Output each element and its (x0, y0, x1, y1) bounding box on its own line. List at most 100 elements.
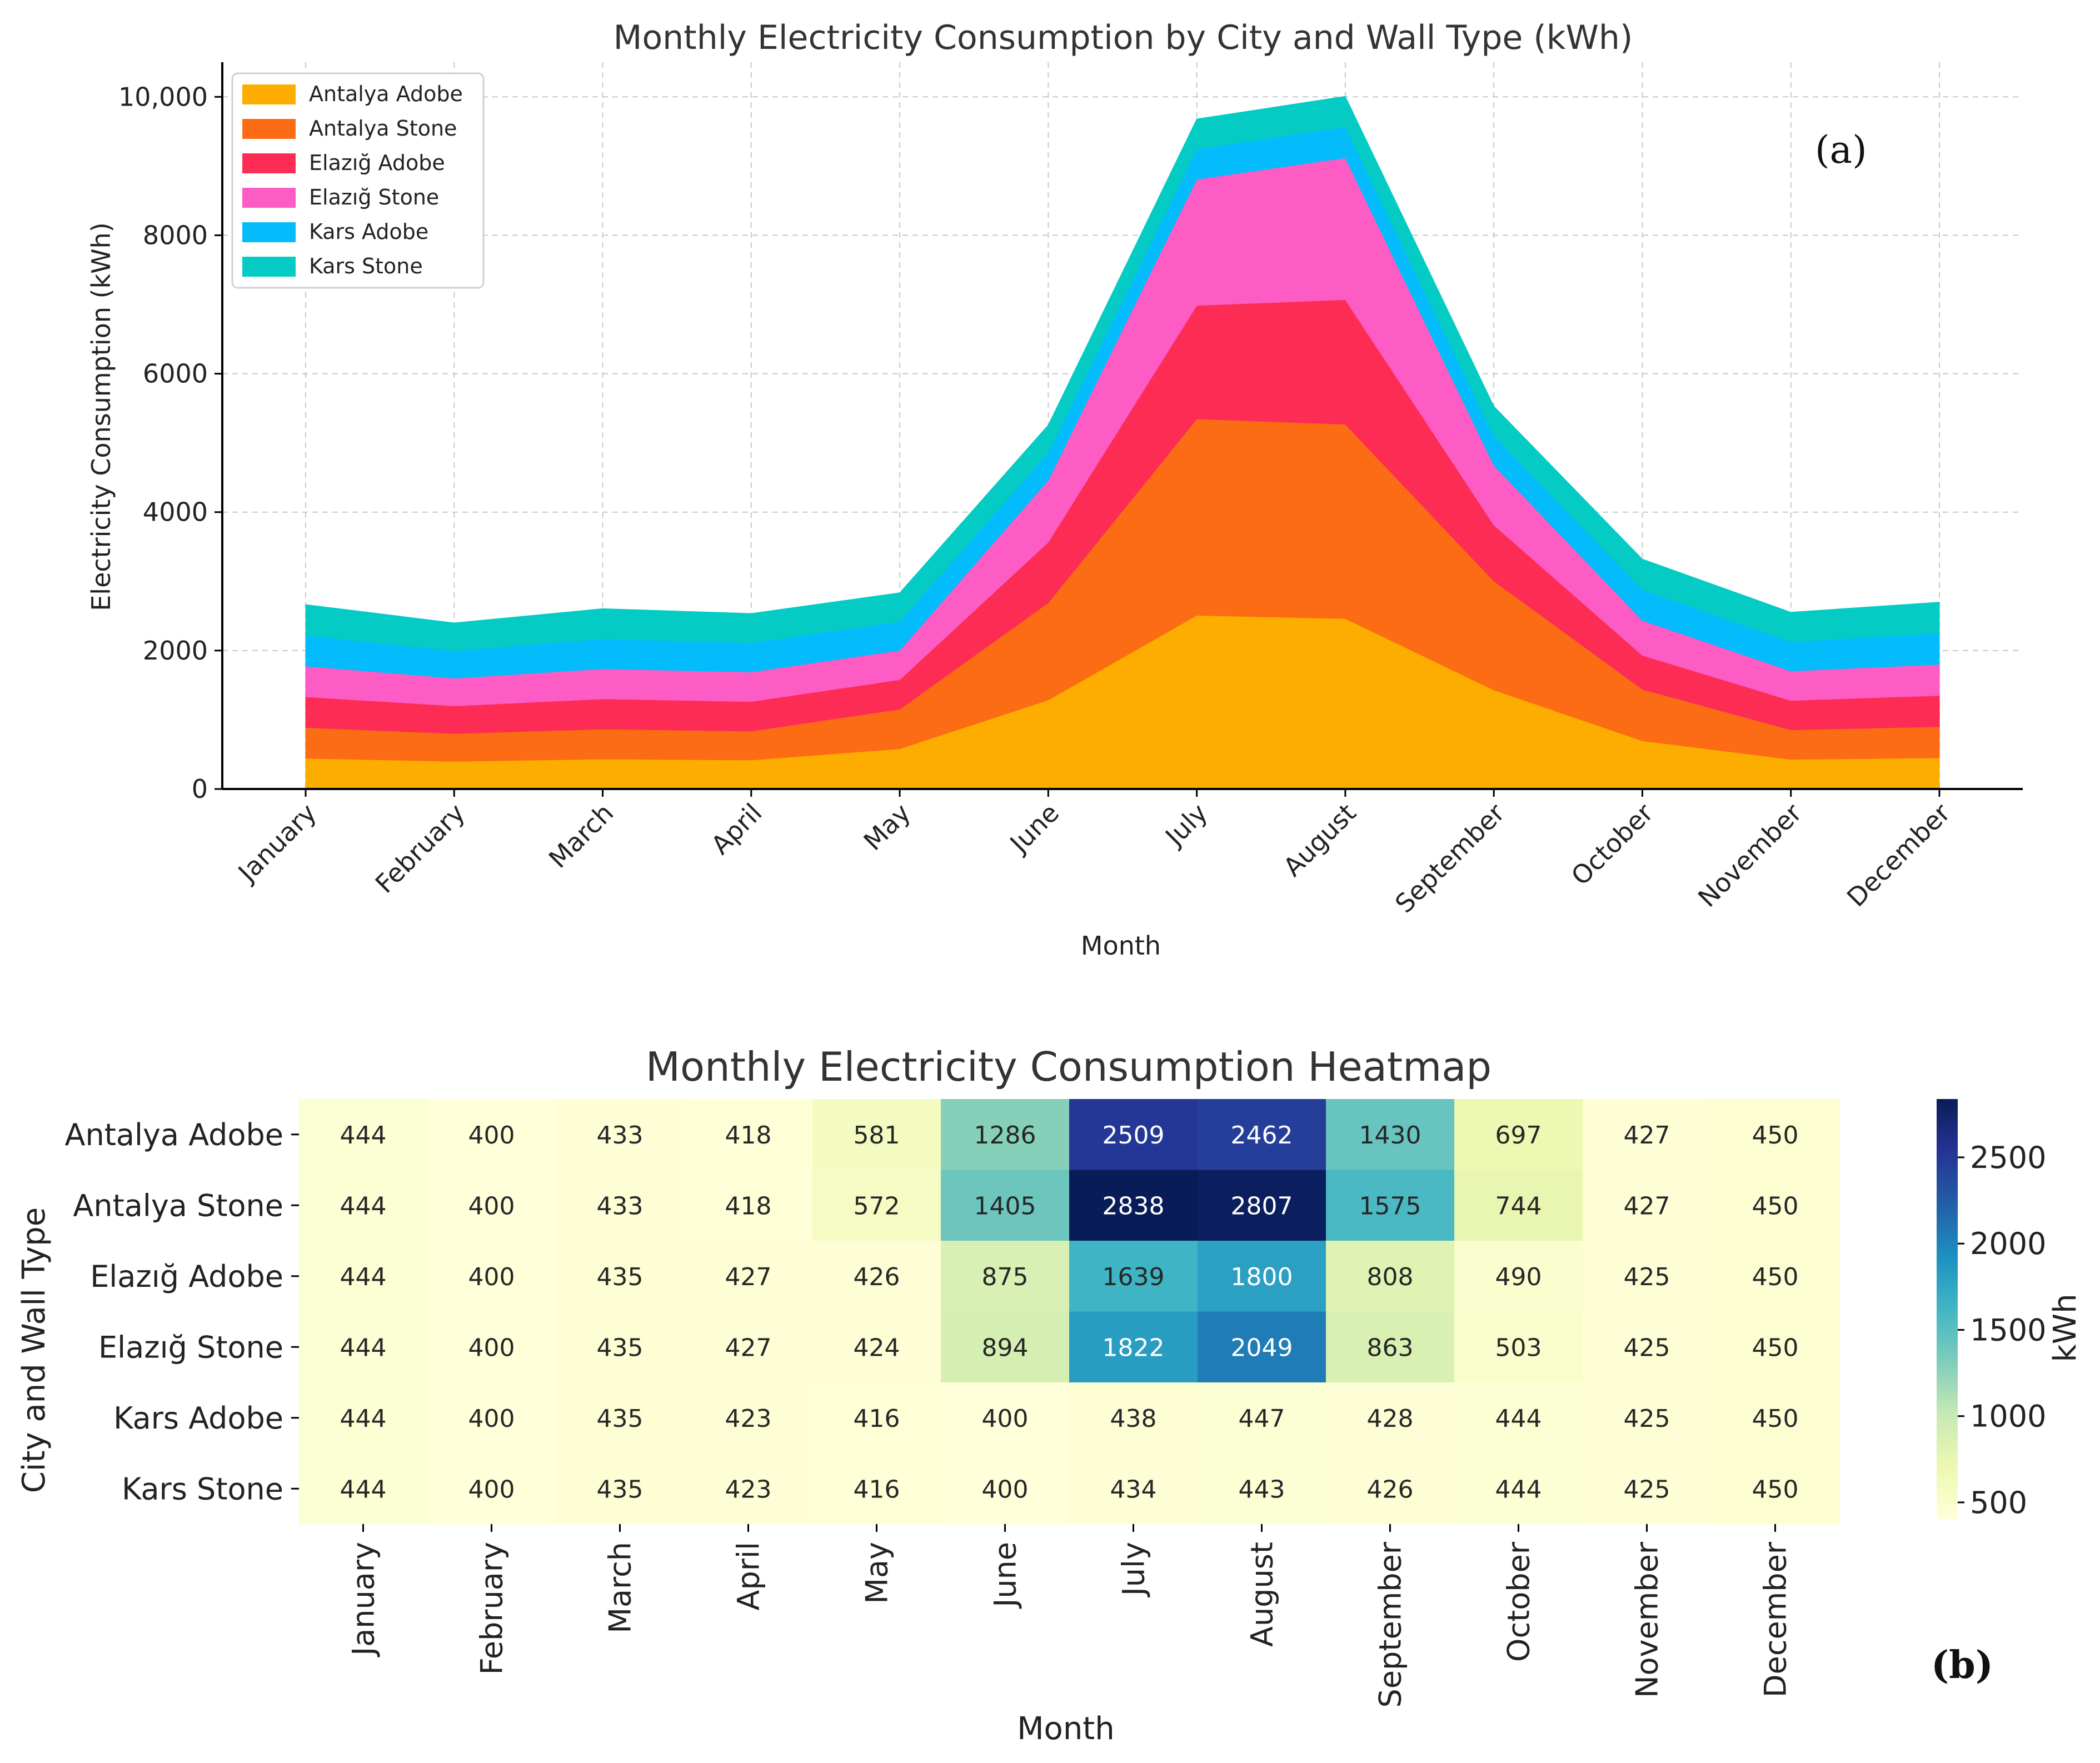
legend-swatch (242, 153, 296, 173)
legend-label: Kars Stone (309, 254, 423, 278)
x-tick-label: January (231, 798, 322, 889)
colorbar-gradient (1937, 1099, 1958, 1520)
heatmap-panel: Monthly Electricity Consumption Heatmap … (16, 1043, 2083, 1747)
heatmap-cell-value: 490 (1495, 1263, 1542, 1291)
heatmap-cell-value: 435 (597, 1405, 644, 1433)
area-chart-panel: Monthly Electricity Consumption by City … (86, 18, 2023, 961)
heatmap-cell-value: 450 (1752, 1334, 1799, 1362)
heatmap-cell (1583, 1099, 1712, 1170)
heatmap-cell-value: 425 (1624, 1405, 1670, 1433)
heatmap-cell-value: 581 (854, 1121, 900, 1150)
heatmap-cell (684, 1453, 813, 1525)
heatmap-cell (1454, 1311, 1583, 1383)
heatmap-cell-value: 423 (725, 1475, 772, 1504)
legend-swatch (242, 257, 296, 277)
heatmap-cell (1454, 1453, 1583, 1525)
row-label: Elazığ Adobe (90, 1259, 283, 1294)
heatmap-cell (684, 1311, 813, 1383)
x-tick-label: September (1389, 798, 1510, 919)
heatmap-cell-value: 1286 (974, 1121, 1036, 1150)
heatmap-cell-value: 444 (340, 1405, 387, 1433)
heatmap-cell-value: 434 (1110, 1475, 1157, 1504)
heatmap-cell (299, 1099, 428, 1170)
colorbar-tick-label: 500 (1970, 1485, 2027, 1520)
area-chart-y-ticks: 0 2000 4000 6000 8000 10,000 (118, 82, 222, 804)
legend-swatch (242, 119, 296, 139)
legend-label: Antalya Adobe (309, 82, 463, 106)
heatmap-cell-value: 875 (982, 1263, 1029, 1291)
heatmap-cell (1454, 1382, 1583, 1454)
area-chart-title: Monthly Electricity Consumption by City … (613, 18, 1633, 57)
column-label: June (988, 1542, 1023, 1609)
heatmap-cell-value: 2049 (1231, 1334, 1293, 1362)
legend-label: Antalya Stone (309, 116, 457, 141)
colorbar-tick-label: 2000 (1970, 1226, 2046, 1261)
heatmap-cell-value: 400 (468, 1263, 515, 1291)
heatmap-cell (427, 1311, 556, 1383)
heatmap-cell-value: 450 (1752, 1192, 1799, 1220)
x-tick-label: July (1159, 798, 1214, 853)
heatmap-cell-value: 444 (1495, 1405, 1542, 1433)
heatmap-cell-value: 424 (854, 1334, 900, 1362)
heatmap-cell-value: 416 (854, 1475, 900, 1504)
x-tick-label: April (705, 798, 768, 861)
heatmap-panel-label: (b) (1931, 1643, 1993, 1687)
heatmap-cell (1326, 1099, 1455, 1170)
heatmap-cell (684, 1241, 813, 1312)
area-chart-series (305, 96, 1940, 790)
heatmap-cell-value: 444 (340, 1334, 387, 1362)
heatmap-cell (941, 1311, 1070, 1383)
heatmap-cell (427, 1382, 556, 1454)
heatmap-cell (1454, 1099, 1583, 1170)
row-label: Antalya Stone (73, 1188, 283, 1223)
heatmap-cell-value: 433 (597, 1121, 644, 1150)
heatmap-cell (299, 1170, 428, 1241)
heatmap-cell-value: 426 (854, 1263, 900, 1291)
heatmap-row-labels: Antalya Adobe Antalya Stone Elazığ Adobe El… (65, 1117, 299, 1506)
heatmap-cell-value: 416 (854, 1405, 900, 1433)
heatmap-cell (1454, 1241, 1583, 1312)
heatmap-cell-value: 1430 (1359, 1121, 1421, 1150)
heatmap-cell (556, 1311, 685, 1383)
heatmap-cell (812, 1170, 941, 1241)
heatmap-cell-value: 444 (340, 1475, 387, 1504)
legend-label: Kars Adobe (309, 219, 428, 244)
heatmap-cell-value: 1822 (1103, 1334, 1165, 1362)
heatmap-cell-value: 1639 (1103, 1263, 1165, 1291)
heatmap-cell-value: 428 (1367, 1405, 1414, 1433)
heatmap-cell (941, 1170, 1070, 1241)
heatmap-cell (1711, 1453, 1840, 1525)
heatmap-cell-value: 400 (468, 1192, 515, 1220)
row-label: Antalya Adobe (65, 1117, 283, 1152)
heatmap-cell (684, 1170, 813, 1241)
heatmap-cell (556, 1453, 685, 1525)
y-tick-label: 2000 (143, 636, 208, 666)
heatmap-cell (812, 1382, 941, 1454)
heatmap-column-labels: January February March April May June July Augu… (346, 1524, 1793, 1707)
heatmap-cell-value: 435 (597, 1334, 644, 1362)
heatmap-cell (556, 1170, 685, 1241)
legend-items: Antalya Adobe Antalya Stone Elazığ Adobe El… (242, 82, 463, 278)
heatmap-cell (299, 1382, 428, 1454)
heatmap-cell-value: 2462 (1231, 1121, 1293, 1150)
heatmap-cell-value: 400 (468, 1121, 515, 1150)
heatmap-cell (427, 1241, 556, 1312)
heatmap-cell-value: 894 (982, 1334, 1029, 1362)
heatmap-cell-value: 425 (1624, 1475, 1670, 1504)
heatmap-cell-value: 1575 (1359, 1192, 1421, 1220)
heatmap-cell (1198, 1099, 1326, 1170)
heatmap-cell (1198, 1382, 1326, 1454)
heatmap-cell-value: 808 (1367, 1263, 1414, 1291)
x-tick-label: May (857, 798, 916, 856)
colorbar-tick-label: 2500 (1970, 1140, 2046, 1175)
heatmap-cell (684, 1099, 813, 1170)
heatmap-cell-value: 400 (468, 1475, 515, 1504)
area-chart-x-ticks: January February March April May June July Augu… (231, 789, 1956, 919)
heatmap-cell (684, 1382, 813, 1454)
row-label: Kars Adobe (113, 1401, 283, 1436)
heatmap-cell (427, 1099, 556, 1170)
heatmap-cell (812, 1311, 941, 1383)
heatmap-cell-value: 425 (1624, 1334, 1670, 1362)
area-series-kars-stone (305, 96, 1940, 651)
heatmap-x-axis-label: Month (1017, 1711, 1115, 1747)
